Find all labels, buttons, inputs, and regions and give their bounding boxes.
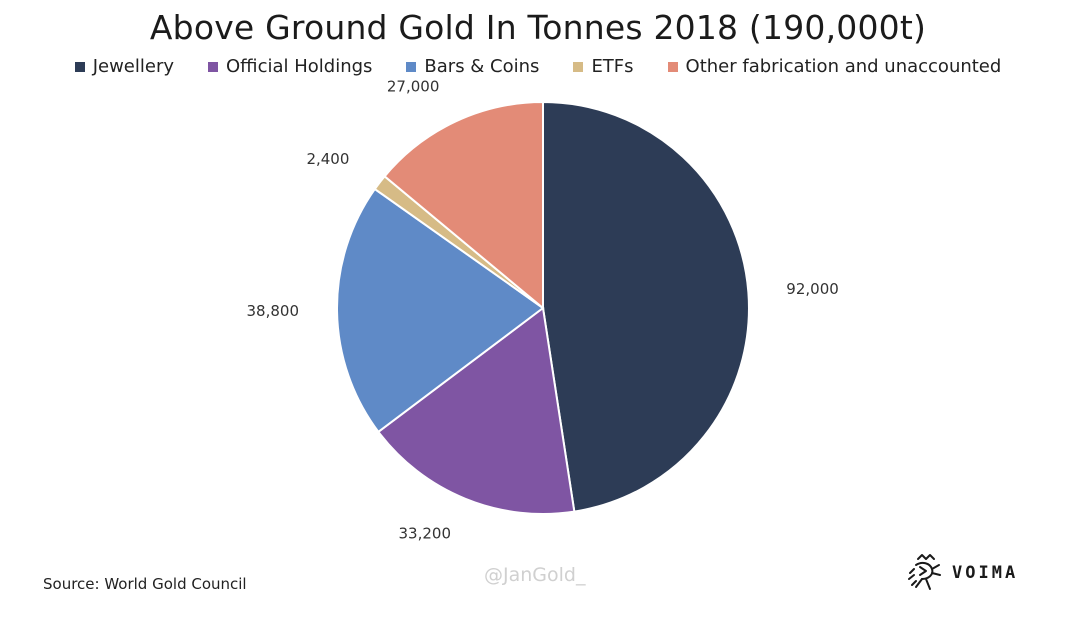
legend-swatch-other (667, 61, 678, 72)
data-label-official-holdings: 33,200 (399, 525, 452, 543)
brand-logo: VOIMA (908, 553, 1018, 593)
legend-label-official-holdings: Official Holdings (226, 56, 373, 77)
legend-item-etfs: ETFs (573, 56, 634, 77)
source-note: Source: World Gold Council (43, 575, 247, 593)
legend-swatch-etfs (573, 61, 584, 72)
legend-label-other: Other fabrication and unaccounted (685, 56, 1002, 77)
pie-slice-official-holdings (376, 306, 576, 515)
data-label-jewellery: 92,000 (786, 280, 839, 298)
heraldic-lion-icon (908, 554, 941, 590)
pie-slice-bars-coins (336, 187, 545, 434)
watermark: @JanGold_ (484, 564, 586, 586)
data-label-other: 27,000 (387, 78, 440, 96)
chart-title: Above Ground Gold In Tonnes 2018 (190,00… (149, 8, 927, 47)
legend-item-other: Other fabrication and unaccounted (667, 56, 1002, 77)
data-label-bars-coins: 38,800 (247, 302, 300, 320)
legend-label-jewellery: Jewellery (92, 56, 174, 77)
pie-slice-jewellery (542, 100, 750, 513)
legend: Jewellery Official Holdings Bars & Coins… (0, 56, 1076, 77)
legend-swatch-bars-coins (406, 61, 417, 72)
legend-swatch-jewellery (74, 61, 85, 72)
legend-swatch-official-holdings (208, 61, 218, 72)
legend-item-official-holdings: Official Holdings (208, 56, 372, 77)
legend-item-jewellery: Jewellery (74, 56, 174, 77)
legend-label-etfs: ETFs (591, 56, 634, 77)
pie-slice-other (383, 100, 544, 311)
data-label-etfs: 2,400 (306, 150, 349, 168)
logo-text: VOIMA (952, 563, 1019, 583)
legend-label-bars-coins: Bars & Coins (424, 56, 540, 77)
legend-item-bars-coins: Bars & Coins (406, 56, 539, 77)
